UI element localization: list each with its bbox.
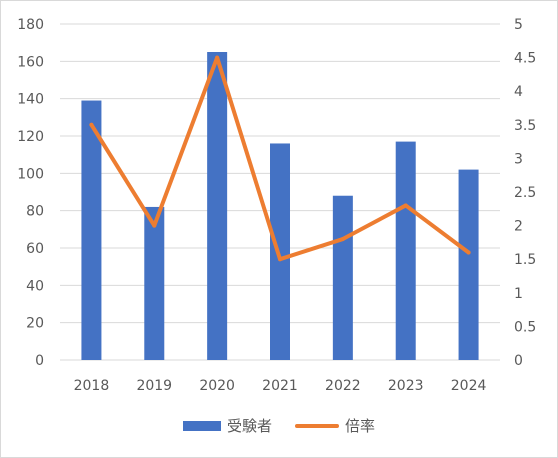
bar-2024 bbox=[458, 169, 479, 360]
y-right-tick-label: 0 bbox=[514, 353, 523, 369]
x-axis-labels: 2018 2019 2020 2021 2022 2023 2024 bbox=[74, 378, 487, 394]
y-left-tick-label: 180 bbox=[17, 17, 44, 33]
bar-2023 bbox=[395, 141, 416, 360]
line-point-2018 bbox=[89, 122, 94, 127]
bar-2019 bbox=[144, 206, 165, 360]
right-axis-labels: 0 0.5 1 1.5 2 2.5 3 3.5 4 4.5 5 bbox=[514, 17, 536, 369]
y-left-tick-label: 140 bbox=[17, 92, 44, 108]
y-right-tick-label: 0.5 bbox=[514, 319, 536, 335]
x-tick-label: 2018 bbox=[74, 378, 110, 394]
y-right-tick-label: 4.5 bbox=[514, 51, 536, 67]
y-right-tick-label: 2.5 bbox=[514, 185, 536, 201]
y-right-tick-label: 2 bbox=[514, 219, 523, 235]
y-right-tick-label: 1 bbox=[514, 286, 523, 302]
legend-swatch-bar bbox=[183, 421, 221, 431]
y-left-tick-label: 20 bbox=[26, 316, 44, 332]
left-axis-labels: 0 20 40 60 80 100 120 140 160 180 bbox=[17, 17, 44, 369]
bar-2021 bbox=[270, 143, 290, 360]
gridlines bbox=[60, 23, 500, 361]
y-left-tick-label: 120 bbox=[17, 129, 44, 145]
line-point-2019 bbox=[152, 223, 157, 228]
y-left-tick-label: 80 bbox=[26, 204, 44, 220]
y-left-tick-label: 40 bbox=[26, 278, 44, 294]
y-right-tick-label: 3 bbox=[514, 151, 523, 167]
x-tick-label: 2020 bbox=[199, 378, 235, 394]
y-left-tick-label: 60 bbox=[26, 241, 44, 257]
bar-2020 bbox=[207, 52, 228, 360]
x-tick-label: 2019 bbox=[136, 378, 172, 394]
line-point-2023 bbox=[403, 203, 408, 208]
y-left-tick-label: 100 bbox=[17, 166, 44, 182]
bar-2018 bbox=[81, 100, 102, 361]
y-right-tick-label: 3.5 bbox=[514, 118, 536, 134]
x-tick-label: 2023 bbox=[388, 378, 424, 394]
y-left-tick-label: 0 bbox=[35, 353, 44, 369]
line-point-2020 bbox=[215, 55, 220, 60]
y-right-tick-label: 5 bbox=[514, 17, 523, 33]
line-point-2022 bbox=[340, 237, 345, 242]
legend-label-bar: 受験者 bbox=[227, 417, 272, 435]
line-series bbox=[89, 55, 471, 262]
line-point-2021 bbox=[278, 257, 282, 262]
y-right-tick-label: 1.5 bbox=[514, 252, 536, 268]
bar-2022 bbox=[332, 195, 353, 360]
x-tick-label: 2022 bbox=[325, 378, 361, 394]
legend: 受験者 倍率 bbox=[183, 417, 375, 435]
y-right-tick-label: 4 bbox=[514, 84, 523, 100]
y-left-tick-label: 160 bbox=[17, 54, 44, 70]
x-tick-label: 2021 bbox=[262, 378, 298, 394]
x-tick-label: 2024 bbox=[451, 378, 487, 394]
legend-label-line: 倍率 bbox=[345, 417, 375, 435]
line-point-2024 bbox=[466, 250, 471, 255]
